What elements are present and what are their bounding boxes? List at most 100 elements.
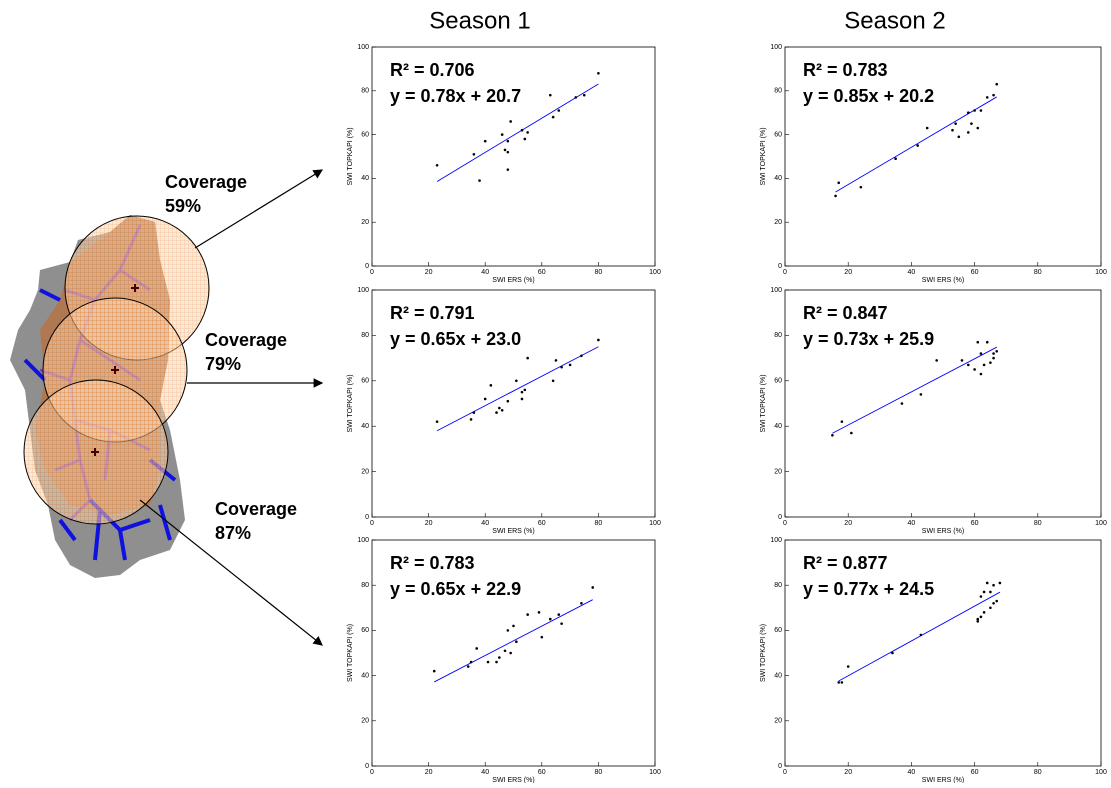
column-title: Season 1 [429, 7, 530, 34]
point [526, 356, 529, 360]
point [580, 601, 583, 605]
y-tick-label: 0 [365, 263, 369, 270]
x-tick-label: 0 [783, 769, 787, 776]
point [489, 384, 493, 387]
point [976, 620, 980, 623]
point [506, 139, 510, 143]
point [973, 368, 976, 371]
plots: 0 20 40 60 80 100 0 20 40 60 80 100 SWI ERS (%) SWI T… [347, 44, 1107, 784]
point [512, 624, 515, 628]
x-tick-label: 0 [783, 269, 787, 276]
y-axis-label: SWI TOPKAPI (%) [347, 374, 354, 432]
point [506, 150, 510, 154]
y-tick-label: 20 [774, 718, 782, 725]
point [989, 361, 992, 364]
annotation: y = 0.78x + 20.7 [390, 86, 521, 106]
y-tick-label: 60 [361, 131, 369, 138]
plot-frame [784, 46, 1102, 267]
point [548, 617, 552, 621]
point [506, 168, 510, 171]
point [472, 411, 476, 414]
x-tick-label: 80 [595, 520, 603, 527]
point [475, 647, 479, 650]
point [837, 681, 841, 684]
point [548, 93, 552, 97]
fit-line [838, 591, 1001, 682]
point [925, 126, 929, 130]
point [597, 338, 600, 342]
point [960, 359, 964, 362]
point [526, 613, 529, 616]
x-tick-label: 60 [538, 520, 546, 527]
x-tick-label: 0 [370, 269, 374, 276]
x-tick-label: 40 [908, 269, 916, 276]
y-tick-label: 40 [774, 423, 782, 430]
x-tick-label: 80 [1034, 769, 1042, 776]
scatter-plot: 0 20 40 60 80 100 0 20 40 60 80 100 SWI ERS (%) SWI T… [347, 287, 661, 535]
point [520, 128, 524, 132]
point [979, 595, 983, 598]
fit-line [835, 96, 997, 193]
point [597, 71, 600, 75]
point [526, 131, 529, 134]
point [503, 148, 507, 152]
point [432, 669, 436, 673]
x-tick-label: 100 [1095, 769, 1107, 776]
x-tick-label: 60 [538, 769, 546, 776]
point [850, 431, 853, 435]
point [894, 157, 897, 160]
y-tick-label: 20 [774, 468, 782, 475]
plot-frame [371, 289, 656, 518]
point [989, 590, 992, 594]
point [469, 418, 473, 421]
point [486, 660, 490, 664]
y-tick-label: 40 [361, 423, 369, 430]
fit-line [434, 599, 593, 683]
annotation: R² = 0.877 [803, 553, 888, 573]
point [537, 611, 541, 614]
point [916, 144, 920, 147]
y-tick-label: 20 [361, 468, 369, 475]
x-tick-label: 40 [481, 269, 489, 276]
y-axis-label: SWI TOPKAPI (%) [760, 624, 767, 682]
point [523, 388, 527, 392]
point [506, 399, 510, 403]
x-axis-label: SWI ERS (%) [922, 277, 964, 284]
x-tick-label: 80 [1034, 269, 1042, 276]
point [483, 139, 487, 143]
point [995, 599, 999, 603]
scatter-plot: 0 20 40 60 80 100 0 20 40 60 80 100 SWI ERS (%) SWI T… [347, 44, 661, 284]
y-tick-label: 80 [774, 332, 782, 339]
x-tick-label: 40 [908, 520, 916, 527]
arrows [139, 169, 324, 646]
point [523, 137, 527, 141]
fit-line [436, 346, 599, 432]
y-tick-label: 0 [778, 514, 782, 521]
y-tick-label: 40 [774, 672, 782, 679]
point [992, 583, 995, 587]
point [506, 629, 510, 632]
point [495, 660, 498, 664]
coverage-label: Coverage [165, 172, 247, 192]
point [840, 420, 844, 423]
annotation: y = 0.77x + 24.5 [803, 579, 934, 599]
y-tick-label: 0 [778, 263, 782, 270]
point [500, 133, 504, 136]
x-tick-label: 0 [783, 520, 787, 527]
x-tick-label: 40 [481, 520, 489, 527]
x-tick-label: 60 [971, 520, 979, 527]
point [500, 409, 504, 412]
x-tick-label: 80 [1034, 520, 1042, 527]
point [992, 601, 995, 605]
x-tick-label: 80 [595, 769, 603, 776]
y-tick-label: 60 [361, 627, 369, 634]
scatter-plot: 0 20 40 60 80 100 0 20 40 60 80 100 SWI ERS (%) SWI T… [347, 537, 661, 784]
y-axis-label: SWI TOPKAPI (%) [347, 127, 354, 185]
fit-line [436, 83, 599, 182]
point [976, 617, 980, 621]
x-tick-label: 20 [844, 520, 852, 527]
point [515, 640, 518, 643]
point [469, 660, 473, 664]
annotation: R² = 0.847 [803, 303, 888, 323]
